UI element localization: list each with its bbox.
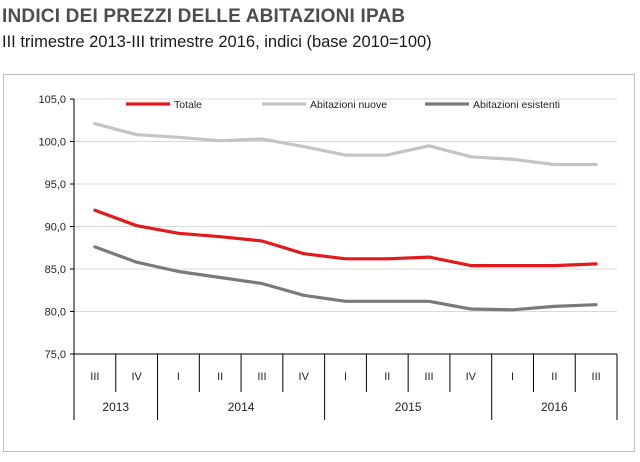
legend-label: Abitazioni esistenti [473,99,560,111]
x-tick-label: II [217,371,223,383]
series-line-abitazioni-esistenti [93,245,598,312]
y-tick-label: 100,0 [38,137,66,149]
series-line-abitazioni-nuove [93,122,598,167]
x-tick-label: IV [299,371,310,383]
chart-frame [3,74,635,452]
y-tick-label: 95,0 [45,179,66,191]
series-line-totale [93,208,598,268]
y-tick-label: 80,0 [45,307,66,319]
y-tick-label: 75,0 [45,349,66,361]
y-tick-label: 105,0 [38,94,66,106]
x-tick-label: IV [466,371,477,383]
x-tick-label: III [90,371,99,383]
x-tick-label: III [424,371,433,383]
x-tick-label: IV [131,371,142,383]
legend-label: Totale [174,99,202,111]
x-tick-label: III [257,371,266,383]
x-tick-label: III [592,371,601,383]
x-tick-label: II [384,371,390,383]
year-label: 2013 [102,400,129,414]
x-tick-label: I [511,371,514,383]
chart-title: INDICI DEI PREZZI DELLE ABITAZIONI IPAB [2,6,406,27]
legend-label: Abitazioni nuove [310,99,387,111]
year-label: 2016 [541,400,568,414]
chart-subtitle: III trimestre 2013-III trimestre 2016, i… [2,33,432,51]
y-tick-label: 90,0 [45,222,66,234]
year-label: 2015 [395,400,422,414]
x-tick-label: I [177,371,180,383]
y-tick-label: 85,0 [45,264,66,276]
x-tick-label: I [344,371,347,383]
year-label: 2014 [228,400,255,414]
x-tick-label: II [551,371,557,383]
